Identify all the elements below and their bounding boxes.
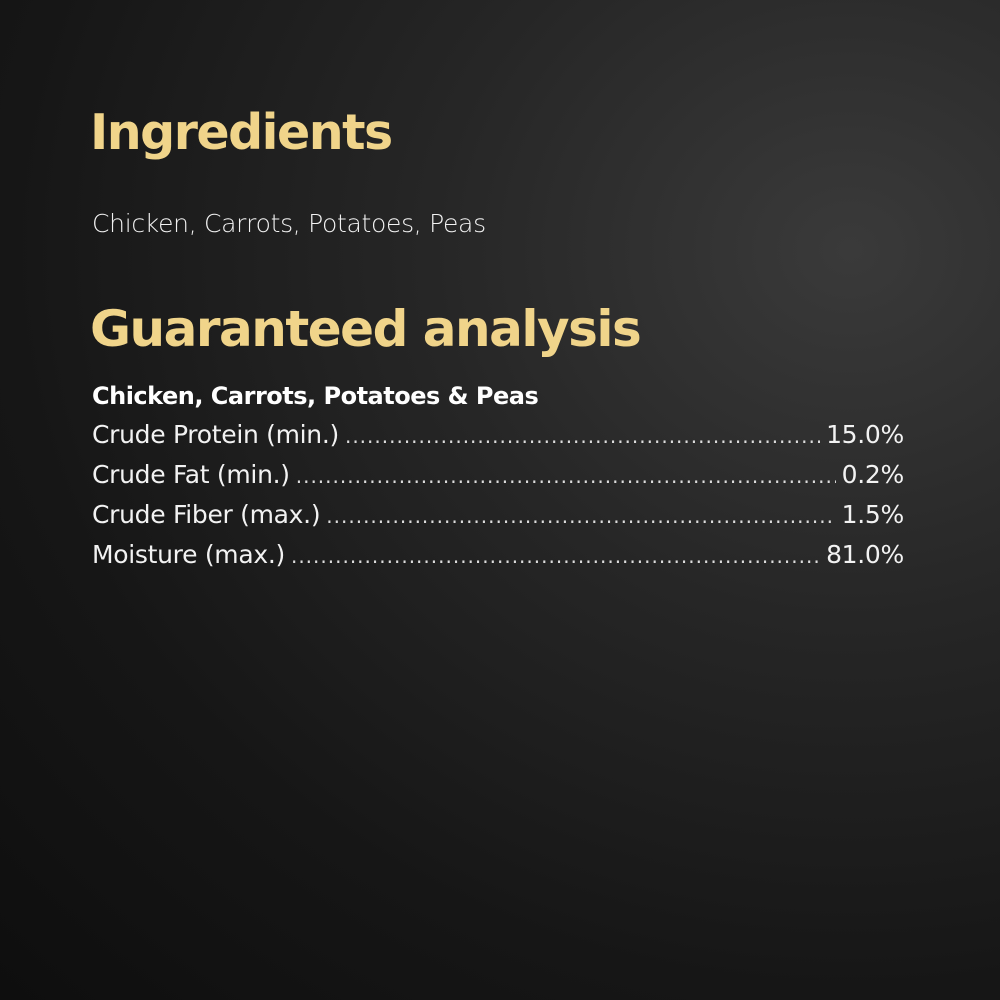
leader-dots: [326, 504, 835, 528]
analysis-row: Moisture (max.) 81.0%: [92, 540, 904, 580]
row-label: Crude Protein (min.): [92, 420, 339, 449]
leader-dots: [345, 424, 820, 448]
ingredients-list: Chicken, Carrots, Potatoes, Peas: [92, 209, 486, 238]
row-label: Crude Fat (min.): [92, 460, 290, 489]
analysis-row: Crude Protein (min.) 15.0%: [92, 420, 904, 460]
row-value: 1.5%: [841, 500, 905, 529]
analysis-table: Crude Protein (min.) 15.0% Crude Fat (min…: [92, 420, 904, 580]
analysis-row: Crude Fat (min.) 0.2%: [92, 460, 904, 500]
analysis-row: Crude Fiber (max.) 1.5%: [92, 500, 904, 540]
row-label: Moisture (max.): [92, 540, 285, 569]
guaranteed-analysis-heading: Guaranteed analysis: [90, 300, 642, 358]
row-value: 15.0%: [826, 420, 904, 449]
row-value: 81.0%: [826, 540, 904, 569]
leader-dots: [291, 544, 820, 568]
row-label: Crude Fiber (max.): [92, 500, 321, 529]
analysis-subtitle: Chicken, Carrots, Potatoes & Peas: [92, 382, 539, 410]
ingredients-heading: Ingredients: [90, 104, 393, 161]
row-value: 0.2%: [841, 460, 905, 489]
leader-dots: [296, 464, 836, 488]
